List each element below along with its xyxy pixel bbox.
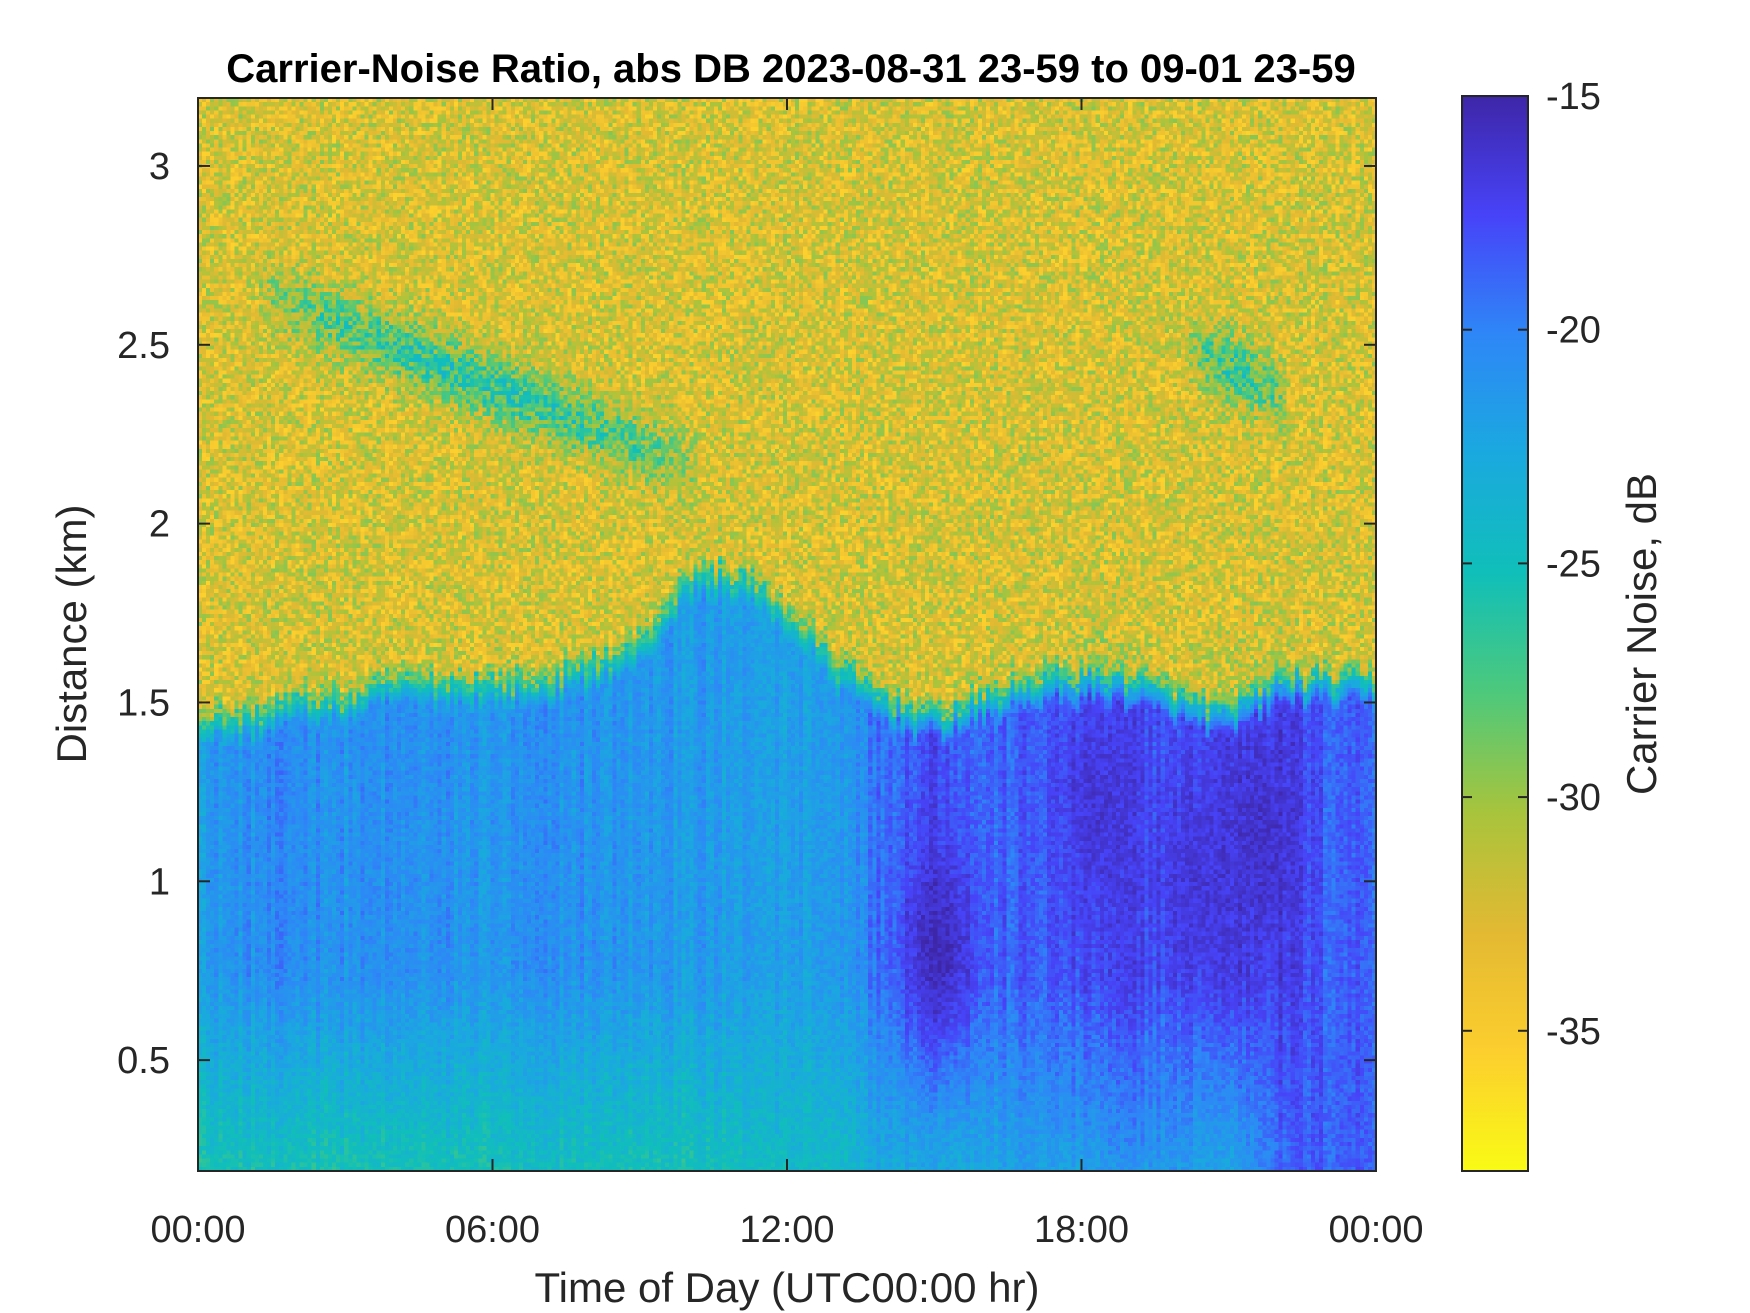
y-tick-label: 0.5 <box>117 1040 170 1082</box>
y-tick-label: 3 <box>149 146 170 188</box>
y-tick-label: 1 <box>149 861 170 903</box>
colorbar-ticks: -15 -20 -25 -30 -35 <box>1462 76 1601 1053</box>
colorbar-tick-label: -30 <box>1546 777 1601 819</box>
y-tick-label: 2 <box>149 504 170 546</box>
y-axis-label: Distance (km) <box>48 504 95 763</box>
x-axis-label: Time of Day (UTC00:00 hr) <box>535 1264 1040 1311</box>
colorbar-tick-label: -15 <box>1546 76 1601 118</box>
x-tick-label: 00:00 <box>1328 1209 1423 1251</box>
x-tick-label: 18:00 <box>1034 1209 1129 1251</box>
heatmap-plot-area <box>197 97 1377 1172</box>
y-tick-label: 2.5 <box>117 325 170 367</box>
y-axis-ticks: 0.5 1 1.5 2 2.5 3 <box>117 146 1376 1082</box>
colorbar-label: Carrier Noise, dB <box>1618 473 1665 795</box>
x-axis-ticks: 00:00 06:00 12:00 18:00 00:00 <box>150 98 1424 1251</box>
colorbar-gradient <box>1461 95 1529 1172</box>
y-tick-label: 1.5 <box>117 682 170 724</box>
colorbar-tick-label: -35 <box>1546 1011 1601 1053</box>
x-tick-label: 12:00 <box>739 1209 834 1251</box>
colorbar-tick-label: -20 <box>1546 310 1601 352</box>
colorbar-tick-label: -25 <box>1546 543 1601 585</box>
colorbar: -15 -20 -25 -30 -35 Carrier Noise, dB <box>1461 76 1665 1172</box>
chart-title: Carrier-Noise Ratio, abs DB 2023-08-31 2… <box>226 47 1355 91</box>
x-tick-label: 00:00 <box>150 1209 245 1251</box>
heatmap-image <box>198 98 1376 1171</box>
x-tick-label: 06:00 <box>445 1209 540 1251</box>
